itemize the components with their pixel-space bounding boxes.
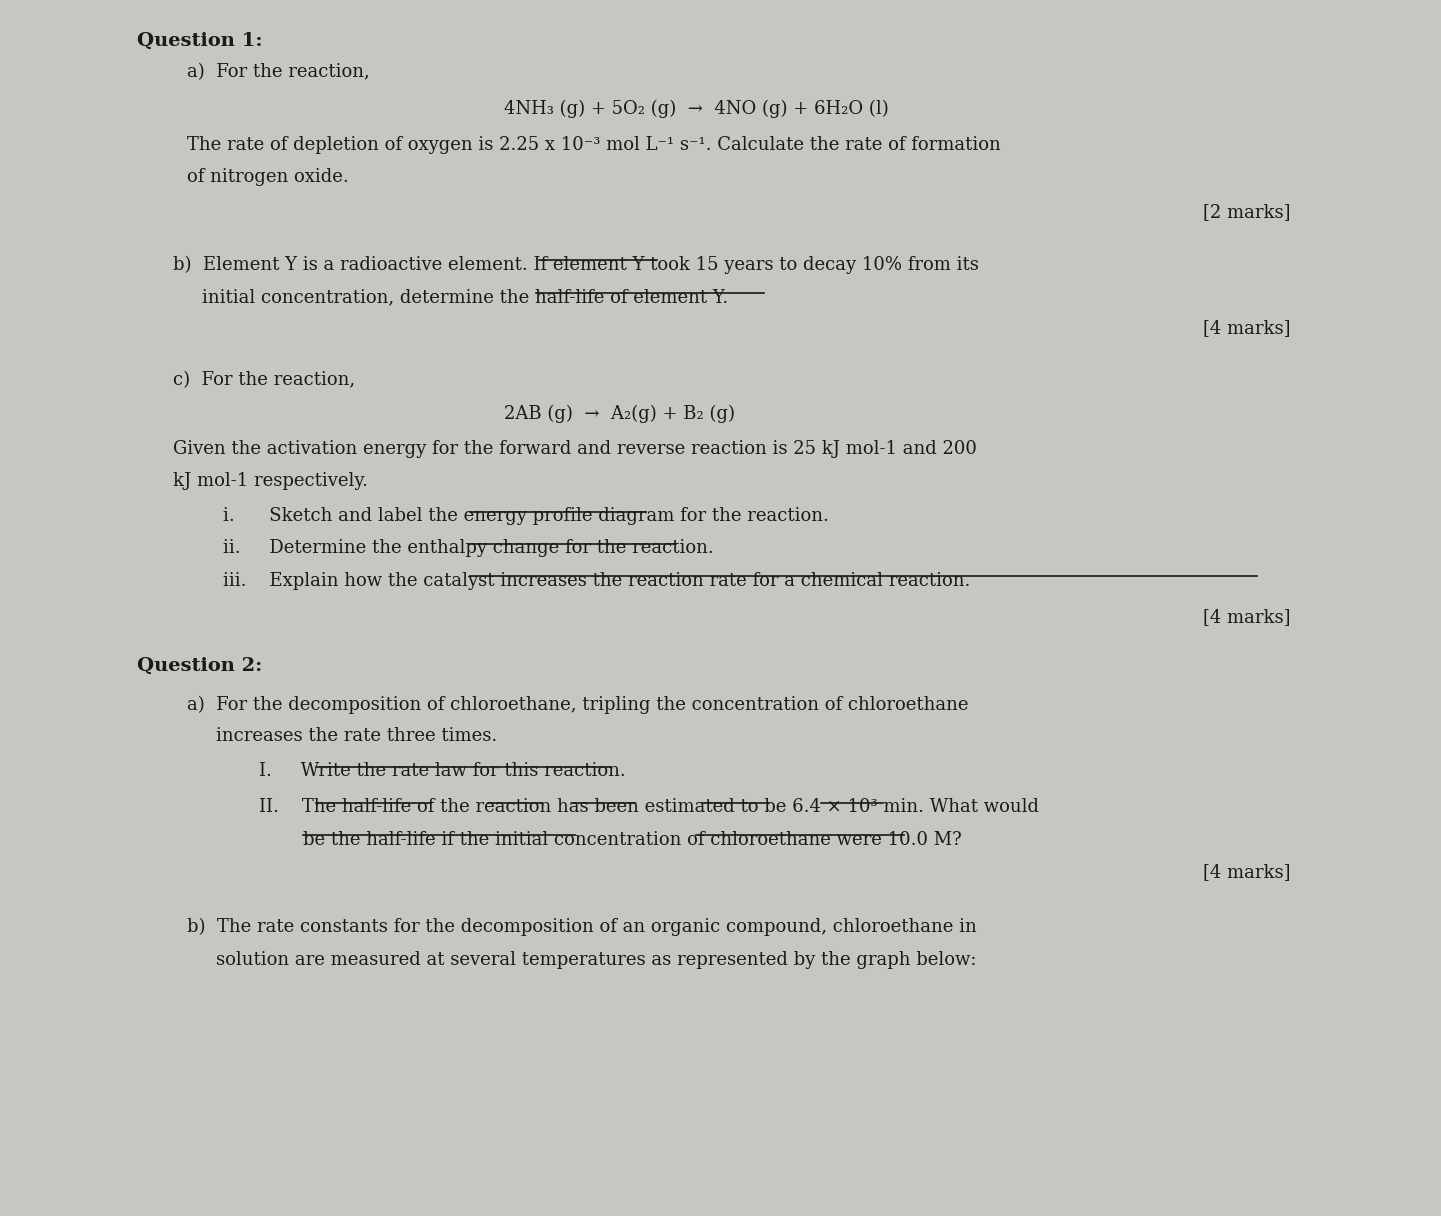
Text: a)  For the reaction,: a) For the reaction, [187,63,370,81]
Text: b)  The rate constants for the decomposition of an organic compound, chloroethan: b) The rate constants for the decomposit… [187,918,977,936]
Text: iii.    Explain how the catalyst increases the reaction rate for a chemical reac: iii. Explain how the catalyst increases … [223,572,971,590]
Text: initial concentration, determine the half-life of element Y.: initial concentration, determine the hal… [202,288,728,306]
Text: Question 1:: Question 1: [137,32,262,50]
Text: 2AB (g)  →  A₂(g) + B₂ (g): 2AB (g) → A₂(g) + B₂ (g) [504,405,735,423]
Text: ii.     Determine the enthalpy change for the reaction.: ii. Determine the enthalpy change for th… [223,539,715,557]
Text: II.    The half-life of the reaction has been estimated to be 6.4 × 10³ min. Wha: II. The half-life of the reaction has be… [259,798,1039,816]
Text: b)  Element Y is a radioactive element. If element Y took 15 years to decay 10% : b) Element Y is a radioactive element. I… [173,255,978,274]
Text: [2 marks]: [2 marks] [1203,203,1291,221]
Text: increases the rate three times.: increases the rate three times. [216,727,497,745]
Text: The rate of depletion of oxygen is 2.25 x 10⁻³ mol L⁻¹ s⁻¹. Calculate the rate o: The rate of depletion of oxygen is 2.25 … [187,136,1001,154]
Text: a)  For the decomposition of chloroethane, tripling the concentration of chloroe: a) For the decomposition of chloroethane… [187,696,968,714]
Text: [4 marks]: [4 marks] [1203,319,1291,337]
Text: i.      Sketch and label the energy profile diagram for the reaction.: i. Sketch and label the energy profile d… [223,507,829,525]
Text: c)  For the reaction,: c) For the reaction, [173,371,354,389]
Text: [4 marks]: [4 marks] [1203,863,1291,882]
Text: [4 marks]: [4 marks] [1203,608,1291,626]
Text: kJ mol-1 respectively.: kJ mol-1 respectively. [173,472,367,490]
Text: 4NH₃ (g) + 5O₂ (g)  →  4NO (g) + 6H₂O (l): 4NH₃ (g) + 5O₂ (g) → 4NO (g) + 6H₂O (l) [504,100,889,118]
Text: of nitrogen oxide.: of nitrogen oxide. [187,168,349,186]
Text: Question 2:: Question 2: [137,657,262,675]
Text: be the half-life if the initial concentration of chloroethane were 10.0 M?: be the half-life if the initial concentr… [303,831,961,849]
Text: solution are measured at several temperatures as represented by the graph below:: solution are measured at several tempera… [216,951,977,969]
Text: I.     Write the rate law for this reaction.: I. Write the rate law for this reaction. [259,762,627,781]
Text: Given the activation energy for the forward and reverse reaction is 25 kJ mol-1 : Given the activation energy for the forw… [173,440,977,458]
